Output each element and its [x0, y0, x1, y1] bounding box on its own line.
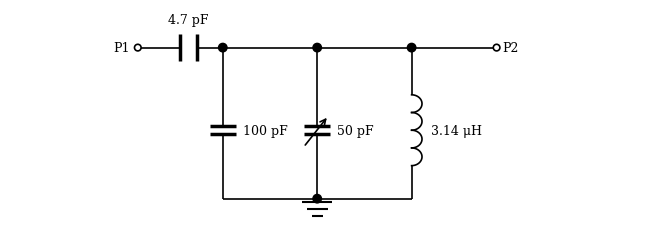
Circle shape	[313, 44, 322, 53]
Text: 100 pF: 100 pF	[243, 124, 288, 137]
Circle shape	[313, 195, 322, 203]
Text: 3.14 μH: 3.14 μH	[432, 124, 482, 137]
Text: 50 pF: 50 pF	[337, 124, 374, 137]
Text: P2: P2	[503, 42, 519, 55]
Text: P1: P1	[113, 42, 129, 55]
Circle shape	[218, 44, 227, 53]
Text: 4.7 pF: 4.7 pF	[168, 14, 209, 27]
Circle shape	[407, 44, 416, 53]
